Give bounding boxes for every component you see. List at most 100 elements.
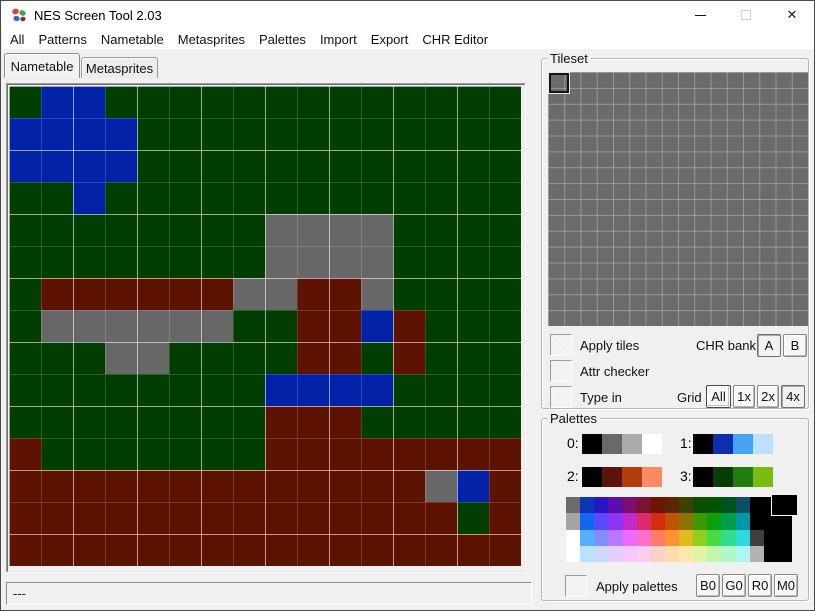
nametable-cell[interactable] — [457, 470, 489, 502]
grid-all-button[interactable]: All — [706, 385, 731, 408]
nametable-cell[interactable] — [489, 374, 521, 406]
nametable-cell[interactable] — [489, 310, 521, 342]
nametable-cell[interactable] — [73, 246, 105, 278]
nametable-cell[interactable] — [425, 406, 457, 438]
nametable-cell[interactable] — [361, 310, 393, 342]
g0-button[interactable]: G0 — [722, 574, 746, 597]
m0-button[interactable]: M0 — [774, 574, 798, 597]
nametable-cell[interactable] — [169, 342, 201, 374]
nametable-cell[interactable] — [425, 502, 457, 534]
nametable-cell[interactable] — [105, 182, 137, 214]
master-color-swatch[interactable] — [735, 545, 750, 562]
nametable-cell[interactable] — [9, 406, 41, 438]
nametable-cell[interactable] — [137, 534, 169, 566]
menu-all[interactable]: All — [10, 31, 25, 47]
nametable-cell[interactable] — [73, 406, 105, 438]
nametable-cell[interactable] — [457, 502, 489, 534]
master-color-swatch[interactable] — [580, 545, 595, 562]
nametable-cell[interactable] — [393, 342, 425, 374]
nametable-cell[interactable] — [361, 470, 393, 502]
nametable-cell[interactable] — [361, 118, 393, 150]
nametable-cell[interactable] — [41, 502, 73, 534]
master-color-swatch[interactable] — [735, 497, 750, 514]
menu-patterns[interactable]: Patterns — [38, 31, 87, 47]
master-color-swatch[interactable] — [721, 529, 736, 546]
nametable-cell[interactable] — [393, 534, 425, 566]
nametable-cell[interactable] — [169, 470, 201, 502]
nametable-cell[interactable] — [265, 438, 297, 470]
nametable-cell[interactable] — [9, 118, 41, 150]
palette-color-swatch[interactable] — [622, 467, 642, 487]
nametable-cell[interactable] — [489, 342, 521, 374]
menu-chr-editor[interactable]: CHR Editor — [422, 31, 489, 47]
nametable-cell[interactable] — [297, 118, 329, 150]
nametable-cell[interactable] — [41, 246, 73, 278]
nametable-cell[interactable] — [105, 406, 137, 438]
nametable-cell[interactable] — [457, 438, 489, 470]
master-color-swatch[interactable] — [664, 545, 679, 562]
nametable-cell[interactable] — [105, 278, 137, 310]
nametable-cell[interactable] — [457, 278, 489, 310]
nametable-cell[interactable] — [457, 534, 489, 566]
nametable-cell[interactable] — [201, 470, 233, 502]
nametable-cell[interactable] — [137, 86, 169, 118]
nametable-cell[interactable] — [329, 310, 361, 342]
master-color-swatch[interactable] — [608, 545, 623, 562]
master-color-swatch[interactable] — [749, 529, 764, 546]
nametable-cell[interactable] — [393, 182, 425, 214]
nametable-cell[interactable] — [361, 438, 393, 470]
nametable-cell[interactable] — [169, 214, 201, 246]
grid-4x-button[interactable]: 4x — [781, 385, 805, 408]
master-color-swatch[interactable] — [707, 529, 722, 546]
nametable-cell[interactable] — [329, 374, 361, 406]
nametable-cell[interactable] — [73, 470, 105, 502]
nametable-canvas[interactable] — [9, 86, 521, 566]
master-color-swatch[interactable] — [608, 513, 623, 530]
nametable-cell[interactable] — [105, 374, 137, 406]
master-color-swatch[interactable] — [566, 529, 581, 546]
nametable-cell[interactable] — [73, 278, 105, 310]
nametable-cell[interactable] — [265, 86, 297, 118]
nametable-cell[interactable] — [137, 182, 169, 214]
master-color-swatch[interactable] — [707, 545, 722, 562]
nametable-cell[interactable] — [9, 310, 41, 342]
nametable-cell[interactable] — [329, 278, 361, 310]
nametable-cell[interactable] — [233, 470, 265, 502]
nametable-cell[interactable] — [41, 406, 73, 438]
nametable-cell[interactable] — [9, 214, 41, 246]
palette-color-swatch[interactable] — [582, 467, 602, 487]
nametable-cell[interactable] — [105, 118, 137, 150]
nametable-cell[interactable] — [233, 150, 265, 182]
nametable-cell[interactable] — [201, 246, 233, 278]
nametable-cell[interactable] — [105, 534, 137, 566]
nametable-cell[interactable] — [201, 278, 233, 310]
nametable-cell[interactable] — [137, 374, 169, 406]
master-color-swatch[interactable] — [636, 497, 651, 514]
master-color-swatch[interactable] — [608, 497, 623, 514]
nametable-cell[interactable] — [41, 342, 73, 374]
nametable-cell[interactable] — [489, 118, 521, 150]
master-color-swatch[interactable] — [594, 545, 609, 562]
nametable-cell[interactable] — [425, 534, 457, 566]
nametable-cell[interactable] — [329, 406, 361, 438]
master-color-swatch[interactable] — [622, 497, 637, 514]
nametable-cell[interactable] — [329, 86, 361, 118]
nametable-cell[interactable] — [361, 406, 393, 438]
master-color-swatch[interactable] — [735, 513, 750, 530]
nametable-cell[interactable] — [9, 342, 41, 374]
nametable-cell[interactable] — [41, 534, 73, 566]
nametable-cell[interactable] — [457, 214, 489, 246]
nametable-cell[interactable] — [361, 502, 393, 534]
nametable-cell[interactable] — [233, 246, 265, 278]
nametable-cell[interactable] — [489, 406, 521, 438]
master-color-swatch[interactable] — [707, 513, 722, 530]
nametable-cell[interactable] — [297, 182, 329, 214]
nametable-cell[interactable] — [105, 310, 137, 342]
nametable-cell[interactable] — [425, 438, 457, 470]
nametable-cell[interactable] — [489, 86, 521, 118]
nametable-cell[interactable] — [9, 374, 41, 406]
palette-color-swatch[interactable] — [622, 434, 642, 454]
nametable-cell[interactable] — [169, 438, 201, 470]
nametable-cell[interactable] — [137, 438, 169, 470]
apply-tiles-checkbox[interactable] — [550, 334, 572, 356]
